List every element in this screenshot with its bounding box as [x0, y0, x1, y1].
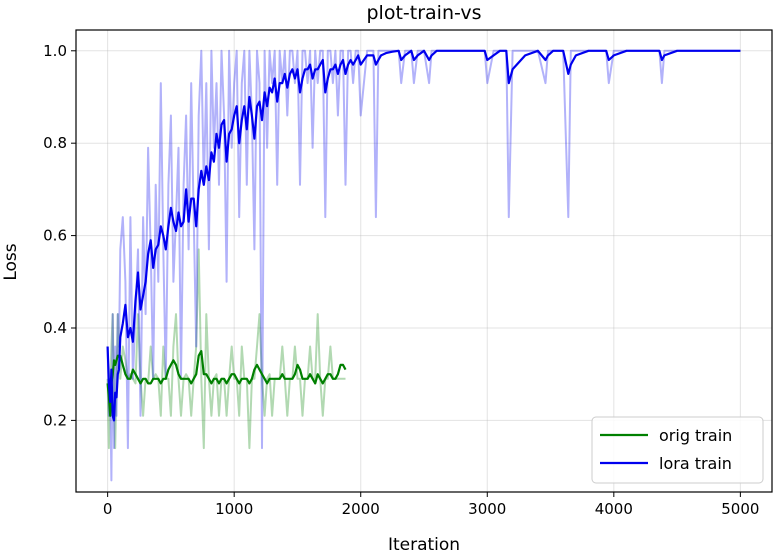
legend-label-orig: orig train [659, 426, 732, 445]
x-tick-label: 4000 [595, 500, 633, 518]
x-tick-label: 0 [103, 500, 113, 518]
series-raw-lora [106, 49, 741, 482]
x-axis-ticks: 0 1000 2000 3000 4000 5000 [103, 492, 759, 518]
y-tick-label: 0.6 [43, 227, 67, 245]
x-tick-label: 5000 [721, 500, 759, 518]
plot-frame [75, 29, 773, 493]
x-tick-label: 2000 [342, 500, 380, 518]
y-axis-ticks: 0.2 0.4 0.6 0.8 1.0 [43, 42, 76, 429]
legend-box [591, 416, 764, 484]
x-tick-label: 1000 [215, 500, 253, 518]
chart-title: plot-train-vs [367, 2, 482, 24]
legend-label-lora: lora train [659, 454, 732, 473]
x-axis-label: Iteration [388, 535, 460, 555]
raw-series-layer [106, 49, 741, 482]
series-line-orig [106, 350, 347, 417]
y-tick-label: 0.4 [43, 319, 67, 337]
y-tick-label: 0.8 [43, 134, 67, 152]
y-tick-label: 1.0 [43, 42, 67, 60]
x-tick-label: 3000 [468, 500, 506, 518]
y-tick-label: 0.2 [43, 411, 67, 429]
smoothed-series-layer [106, 49, 741, 422]
y-axis-label: Loss [1, 243, 21, 280]
legend: orig train lora train [591, 416, 764, 484]
grid [76, 30, 772, 492]
series-line-lora [106, 49, 741, 422]
